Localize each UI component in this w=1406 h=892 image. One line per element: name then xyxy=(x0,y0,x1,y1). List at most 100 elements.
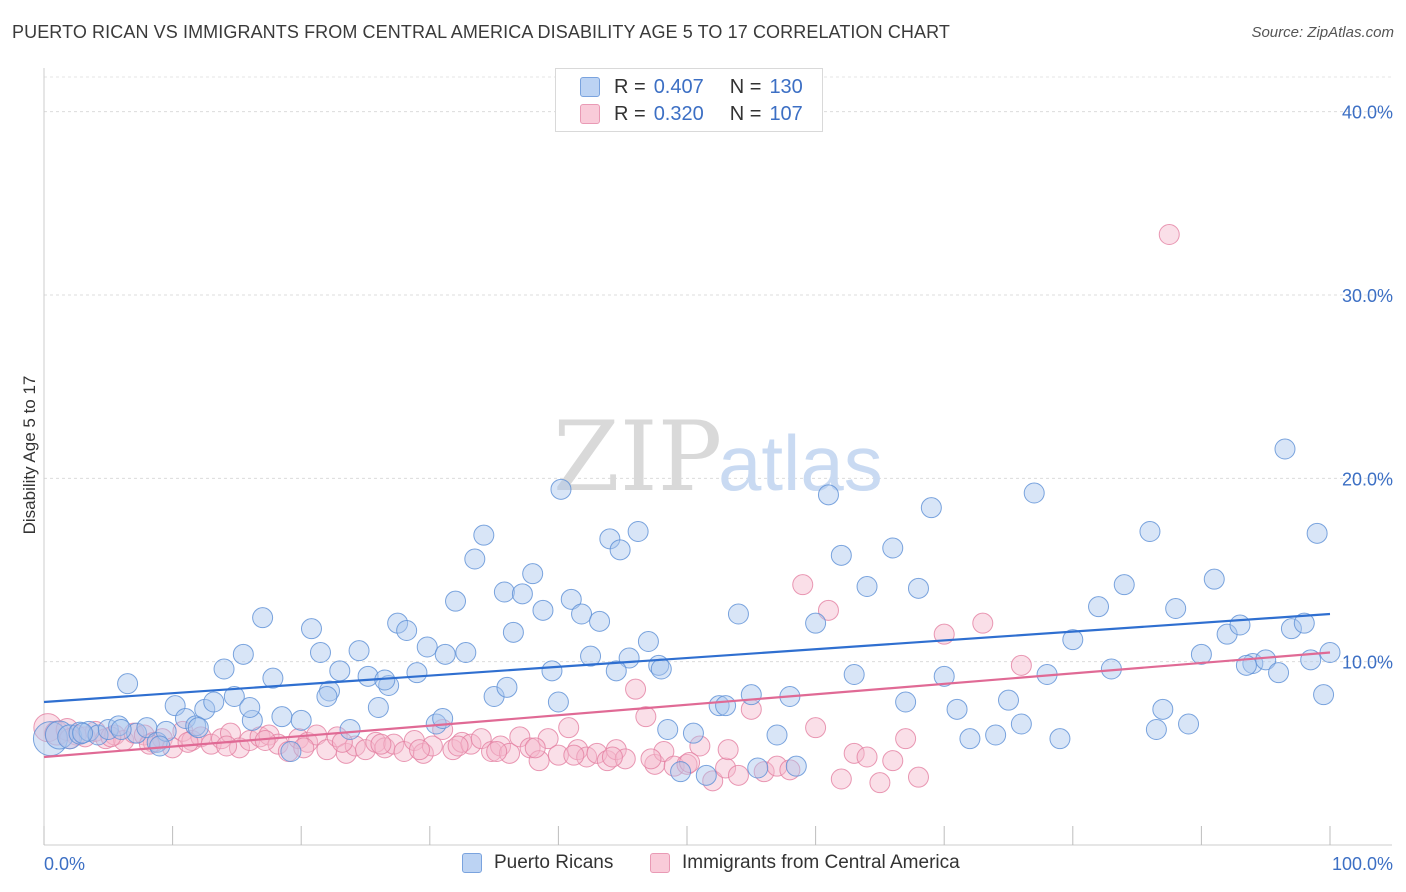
x-tick-label-min: 0.0% xyxy=(44,854,85,874)
data-point xyxy=(1313,684,1335,706)
data-point xyxy=(300,618,322,640)
data-point xyxy=(637,631,659,652)
data-point xyxy=(455,642,477,663)
data-point xyxy=(232,643,254,665)
trend-lines xyxy=(43,612,1331,759)
data-point xyxy=(421,735,443,757)
data-point xyxy=(1145,719,1167,740)
data-point xyxy=(907,766,929,788)
y-tick-label: 40.0% xyxy=(1342,103,1393,123)
data-point xyxy=(779,759,801,781)
data-point xyxy=(747,757,769,779)
data-point xyxy=(1274,438,1296,460)
data-point xyxy=(532,599,554,621)
legend-n-label: N = xyxy=(729,75,762,98)
data-point xyxy=(933,665,955,687)
data-point xyxy=(213,658,235,680)
data-point xyxy=(297,731,319,753)
legend-swatch-blue xyxy=(580,77,600,97)
legend-swatch-pink xyxy=(580,104,600,124)
data-point xyxy=(635,706,657,728)
data-point xyxy=(519,737,541,759)
data-point xyxy=(1255,649,1277,671)
data-point xyxy=(920,497,942,519)
data-point xyxy=(383,733,405,755)
data-point xyxy=(87,724,109,746)
data-point xyxy=(1178,713,1200,735)
data-point xyxy=(882,537,904,559)
data-point xyxy=(348,640,370,662)
legend-item-immigrants[interactable]: Immigrants from Central America xyxy=(650,852,960,874)
data-point xyxy=(856,746,878,768)
chart-title: PUERTO RICAN VS IMMIGRANTS FROM CENTRAL … xyxy=(12,22,950,42)
data-point xyxy=(985,724,1007,746)
data-point xyxy=(190,726,212,748)
watermark-zip: ZIP xyxy=(553,401,722,513)
data-point xyxy=(316,686,338,707)
data-point xyxy=(856,576,878,597)
data-point xyxy=(164,695,186,717)
legend-r-value: 0.320 xyxy=(653,102,704,125)
data-point xyxy=(558,717,580,739)
data-point xyxy=(187,717,209,739)
data-point xyxy=(387,612,409,634)
data-point xyxy=(766,724,788,746)
trend-line-immigrants xyxy=(43,651,1331,759)
data-point xyxy=(580,645,602,667)
data-point xyxy=(563,744,585,766)
data-point xyxy=(627,521,649,542)
data-point xyxy=(318,680,340,702)
data-point xyxy=(406,662,428,684)
data-point xyxy=(126,722,148,744)
data-point xyxy=(339,719,361,740)
legend-item-puerto-ricans[interactable]: Puerto Ricans xyxy=(462,852,613,874)
grid-lines xyxy=(44,76,1392,663)
data-point xyxy=(194,698,216,720)
data-point xyxy=(203,691,225,713)
data-point xyxy=(946,698,968,720)
data-point xyxy=(895,728,917,750)
data-point xyxy=(1010,654,1032,676)
data-point xyxy=(550,478,572,500)
data-point xyxy=(1088,596,1110,618)
data-point xyxy=(216,735,238,757)
axes xyxy=(43,68,1392,846)
data-point xyxy=(252,607,274,629)
legend-r-value: 0.407 xyxy=(653,75,704,98)
data-point xyxy=(959,728,981,750)
data-point xyxy=(280,741,302,762)
legend-swatch-blue xyxy=(462,853,482,873)
data-point xyxy=(715,695,737,717)
data-point xyxy=(695,764,717,786)
data-point xyxy=(409,739,431,761)
data-point xyxy=(689,735,711,757)
data-point xyxy=(108,715,130,737)
legend-n-value: 107 xyxy=(769,102,803,125)
data-point xyxy=(1023,482,1045,504)
data-point xyxy=(1049,728,1071,750)
data-point xyxy=(805,717,827,739)
data-point xyxy=(239,697,261,718)
data-point xyxy=(869,772,891,794)
data-point xyxy=(493,581,515,603)
data-point xyxy=(412,742,434,764)
data-point xyxy=(601,746,623,768)
data-point xyxy=(1229,614,1251,636)
y-tick-label: 10.0% xyxy=(1342,653,1393,673)
data-point xyxy=(522,563,544,585)
tick-labels: 10.0% 20.0% 30.0% 40.0% 0.0% 100.0% xyxy=(44,103,1393,874)
data-point xyxy=(1165,598,1187,619)
y-axis-label: Disability Age 5 to 17 xyxy=(20,375,39,535)
data-point xyxy=(370,733,392,755)
data-point xyxy=(895,691,917,713)
data-point xyxy=(1152,698,1174,720)
data-point xyxy=(805,612,827,634)
legend-row-puerto-ricans: R = 0.407 N = 130 xyxy=(580,75,803,99)
data-point xyxy=(1190,643,1212,665)
series-immigrants-central-america xyxy=(33,224,1180,794)
data-point xyxy=(792,574,814,596)
legend-n-label: N = xyxy=(729,102,762,125)
data-point xyxy=(524,737,546,759)
data-point xyxy=(843,742,865,764)
data-point xyxy=(625,678,647,700)
